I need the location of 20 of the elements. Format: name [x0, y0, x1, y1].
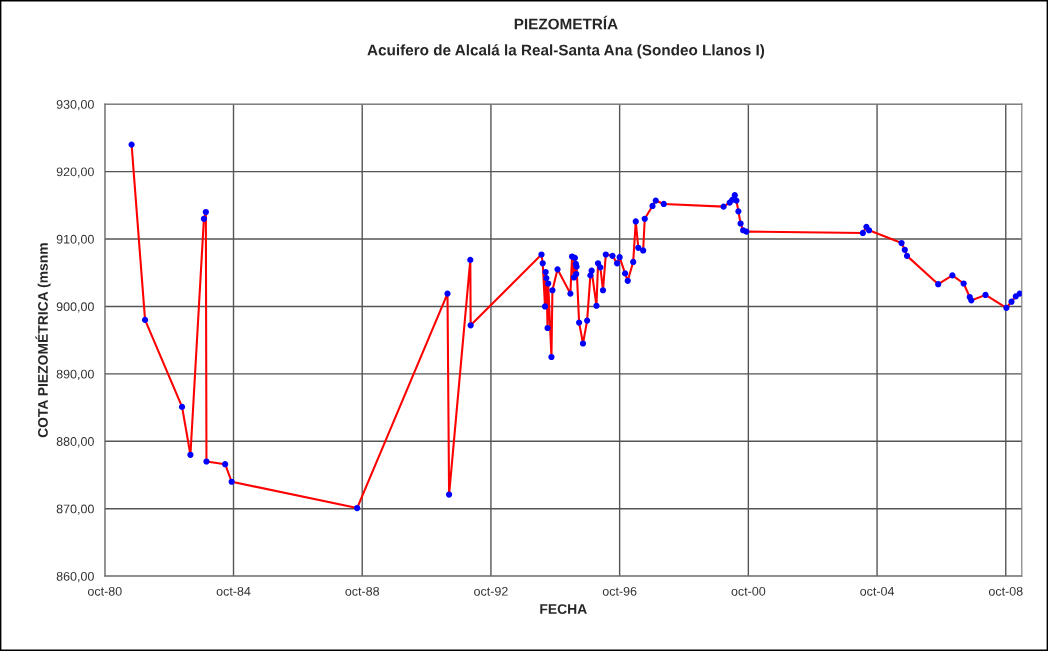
y-tick-label: 860,00	[56, 571, 94, 583]
y-tick-label: 870,00	[56, 504, 94, 515]
y-tick-label: 900,00	[56, 302, 94, 313]
x-tick-label: oct-08	[988, 586, 1023, 596]
chart-title: PIEZOMETRÍA	[514, 15, 618, 30]
x-tick-label: oct-04	[860, 586, 895, 596]
y-tick-label: 880,00	[56, 437, 94, 448]
x-tick-label: oct-80	[87, 586, 122, 596]
x-tick-label: oct-84	[216, 586, 251, 596]
x-tick-label: oct-00	[731, 586, 766, 596]
y-tick-label: 890,00	[56, 369, 94, 380]
y-tick-label: 910,00	[56, 234, 94, 246]
x-tick-label: oct-92	[474, 586, 508, 596]
x-tick-label: oct-96	[602, 586, 637, 596]
y-tick-label: 930,00	[56, 99, 94, 111]
y-axis-title: COTA PIEZOMÉTRICA (msnm	[35, 243, 51, 438]
chart-subtitle: Acuifero de Alcalá la Real-Santa Ana (Sondeo Llanos I)	[367, 44, 765, 59]
x-axis-title: FECHA	[540, 604, 587, 614]
y-tick-label: 920,00	[56, 167, 94, 178]
x-tick-label: oct-88	[345, 586, 380, 596]
